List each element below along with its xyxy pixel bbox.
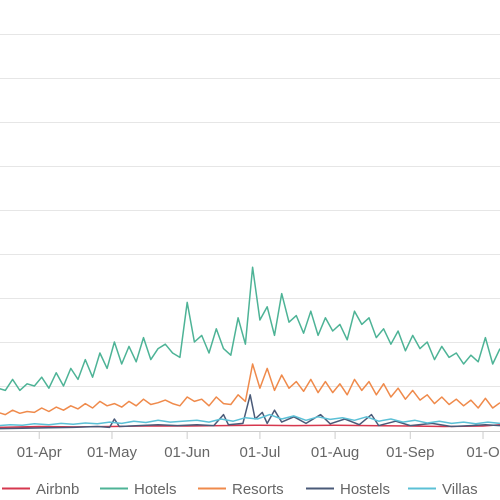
legend: Airbnb Hotels Resorts Hostels Villas <box>2 481 478 498</box>
series-lines <box>0 266 500 430</box>
series-line-villas <box>0 413 500 427</box>
x-tick-label: 01-Jun <box>164 444 210 461</box>
x-tick-label: 01-Apr <box>17 444 62 461</box>
legend-label: Hotels <box>134 481 177 498</box>
x-tick-label: 01-Sep <box>386 444 434 461</box>
legend-item-resorts[interactable]: Resorts <box>198 481 284 498</box>
legend-label: Villas <box>442 481 478 498</box>
x-tick-label: 01-May <box>87 444 138 461</box>
legend-label: Resorts <box>232 481 284 498</box>
legend-item-hotels[interactable]: Hotels <box>100 481 177 498</box>
legend-item-villas[interactable]: Villas <box>408 481 478 498</box>
series-line-hotels <box>0 266 500 392</box>
x-axis: 01-Apr 01-May 01-Jun 01-Jul 01-Aug 01-Sep 01-O <box>0 431 500 461</box>
gridlines <box>0 34 500 387</box>
x-tick-label: 01-Jul <box>239 444 280 461</box>
series-line-hostels <box>0 394 500 430</box>
x-tick-label: 01-Aug <box>311 444 359 461</box>
legend-item-airbnb[interactable]: Airbnb <box>2 481 79 498</box>
legend-label: Airbnb <box>36 481 79 498</box>
legend-item-hostels[interactable]: Hostels <box>306 481 390 498</box>
legend-label: Hostels <box>340 481 390 498</box>
x-tick-label: 01-O <box>466 444 499 461</box>
series-line-resorts <box>0 363 500 416</box>
